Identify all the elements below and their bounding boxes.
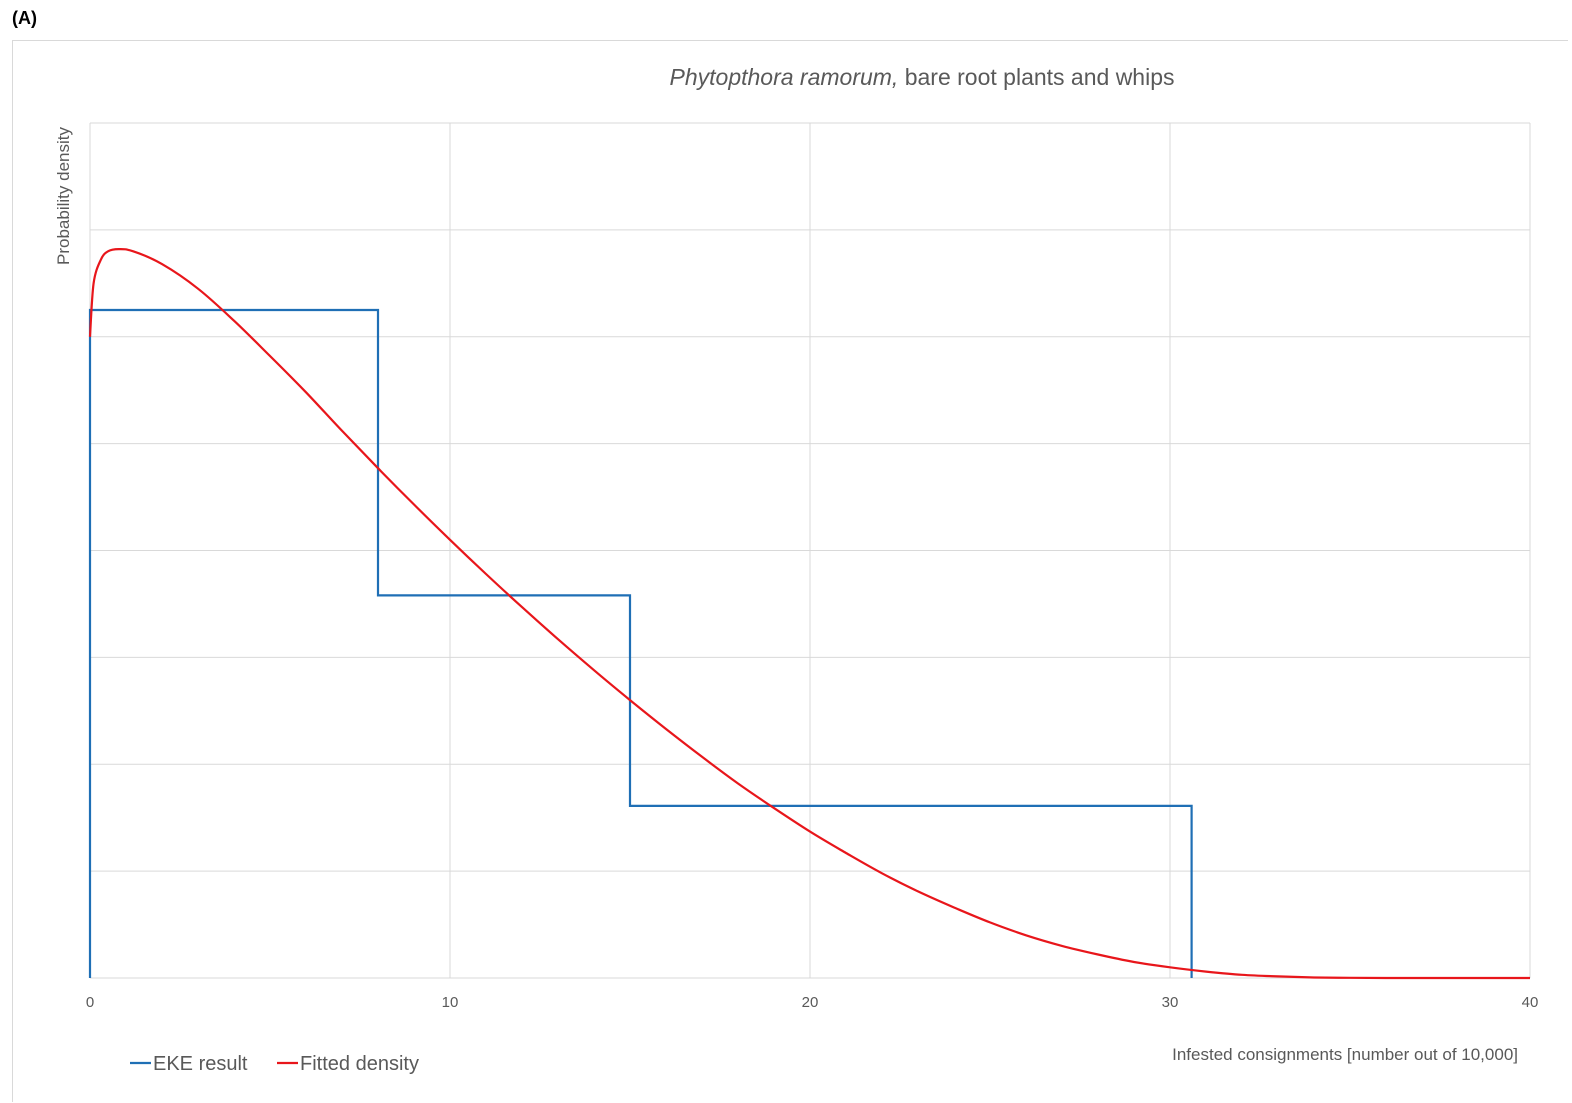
grid-lines: [89, 122, 1531, 979]
legend: EKE result Fitted density: [130, 1053, 419, 1075]
x-tick-label-2: 20: [802, 994, 819, 1011]
chart-title: Phytopthora ramorum, bare root plants an…: [670, 64, 1175, 90]
panel-label: (A): [12, 8, 37, 28]
chart-title-italic: Phytopthora ramorum,: [670, 64, 899, 90]
x-tick-label-4: 40: [1522, 994, 1539, 1011]
x-tick-label-1: 10: [442, 994, 459, 1011]
x-tick-labels: 0 10 20 30 40: [86, 994, 1539, 1011]
fitted-density-curve: [88, 247, 1530, 980]
series-group: [88, 247, 1530, 980]
x-tick-label-3: 30: [1162, 994, 1179, 1011]
eke-result-step-line: [88, 308, 1193, 978]
chart-frame: [12, 40, 1568, 1102]
legend-eke-label: EKE result: [153, 1053, 248, 1075]
chart-title-rest: bare root plants and whips: [898, 64, 1174, 90]
x-axis-label: Infested consignments [number out of 10,…: [1172, 1045, 1518, 1064]
legend-fitted-label: Fitted density: [300, 1053, 419, 1075]
x-tick-label-0: 0: [86, 994, 94, 1011]
y-axis-label: Probability density: [54, 127, 73, 265]
